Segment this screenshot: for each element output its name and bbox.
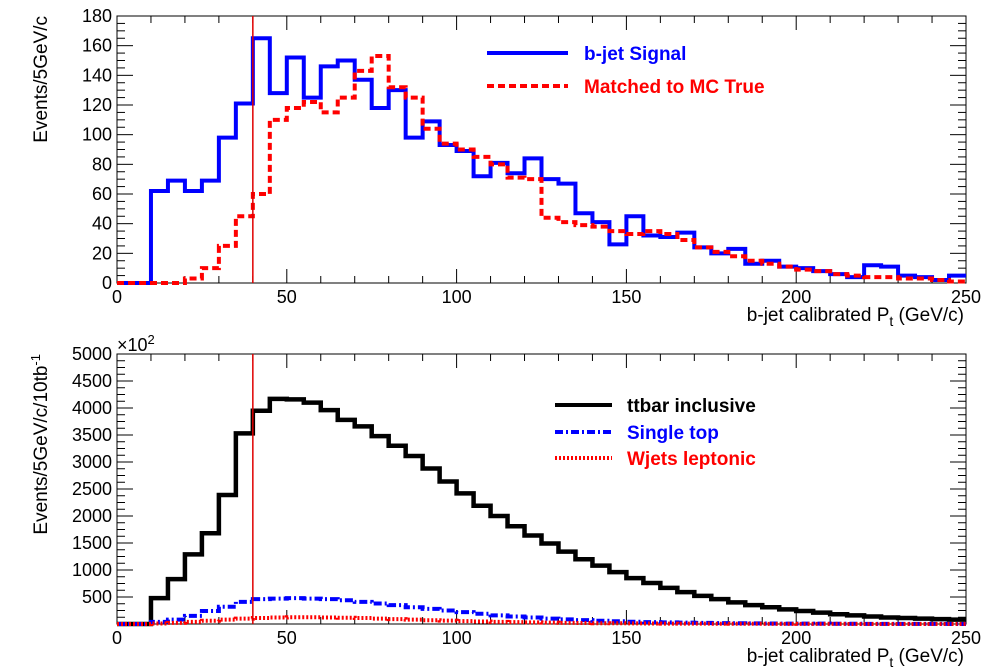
- x-axis-title: b-jet calibrated Pt (GeV/c): [747, 305, 964, 329]
- y-axis-title: Events/5GeV/c/10tb-1: [28, 354, 52, 535]
- y-tick-label: 140: [82, 65, 112, 85]
- x-axis-title-sub: t: [889, 654, 893, 667]
- x-tick-label: 100: [442, 628, 472, 648]
- x-tick-label: 50: [277, 287, 297, 307]
- y-tick-label: 3000: [72, 452, 112, 472]
- x-tick-label: 0: [112, 287, 122, 307]
- y-tick-label: 0: [102, 273, 112, 293]
- legend-label: b-jet Signal: [584, 44, 686, 65]
- y-tick-label: 4500: [72, 371, 112, 391]
- y-multiplier-exp: 2: [148, 332, 155, 347]
- x-tick-label: 200: [781, 287, 811, 307]
- x-tick-label: 200: [781, 628, 811, 648]
- plot-frame: [116, 15, 967, 284]
- x-tick-label: 50: [277, 628, 297, 648]
- top-panel: 0 50 100 150 200 250 0 20 40 60 80 100 120 140 160 180 b…: [31, 6, 981, 329]
- y-tick-label: 2000: [72, 506, 112, 526]
- x-axis-title: b-jet calibrated Pt (GeV/c): [747, 646, 964, 667]
- y-tick-label: 1500: [72, 533, 112, 553]
- legend-label: Wjets leptonic: [627, 449, 756, 470]
- y-tick-label: 40: [92, 214, 112, 234]
- x-tick-label: 0: [112, 628, 122, 648]
- x-tick-label: 250: [951, 287, 981, 307]
- x-tick-label: 250: [951, 628, 981, 648]
- histogram-series: [117, 36, 966, 285]
- y-tick-label: 120: [82, 95, 112, 115]
- bottom-panel: 0 50 100 150 200 250 500 1000 1500 2000 2500 3000 35…: [28, 332, 981, 670]
- y-tick-label: 500: [82, 587, 112, 607]
- y-tick-label: 100: [82, 125, 112, 145]
- y-multiplier: ×102: [117, 332, 155, 355]
- plot-frame: [116, 353, 967, 625]
- x-tick-label: 150: [611, 628, 641, 648]
- x-tick-label: 100: [442, 287, 472, 307]
- y-tick-label: 80: [92, 154, 112, 174]
- y-tick-label: 20: [92, 243, 112, 263]
- y-tick-label: 4000: [72, 398, 112, 418]
- x-axis-title-unit: (GeV/c): [893, 305, 964, 326]
- y-tick-label: 2500: [72, 479, 112, 499]
- y-tick-label: 3500: [72, 425, 112, 445]
- y-tick-label: 5000: [72, 344, 112, 364]
- y-tick-label: 180: [82, 6, 112, 26]
- y-axis-title-sup: -1: [28, 354, 43, 366]
- y-tick-label: 1000: [72, 560, 112, 580]
- x-tick-label: 150: [611, 287, 641, 307]
- legend-label: Matched to MC True: [584, 77, 765, 98]
- y-tick-label: 160: [82, 36, 112, 56]
- histogram-series: [117, 396, 966, 627]
- legend-label: Single top: [627, 423, 719, 444]
- x-axis-title-unit: (GeV/c): [893, 646, 964, 667]
- y-axis-title: Events/5GeV/c: [31, 16, 52, 143]
- x-axis-title-sub: t: [889, 313, 893, 329]
- legend-label: ttbar inclusive: [627, 396, 756, 417]
- y-tick-label: 60: [92, 184, 112, 204]
